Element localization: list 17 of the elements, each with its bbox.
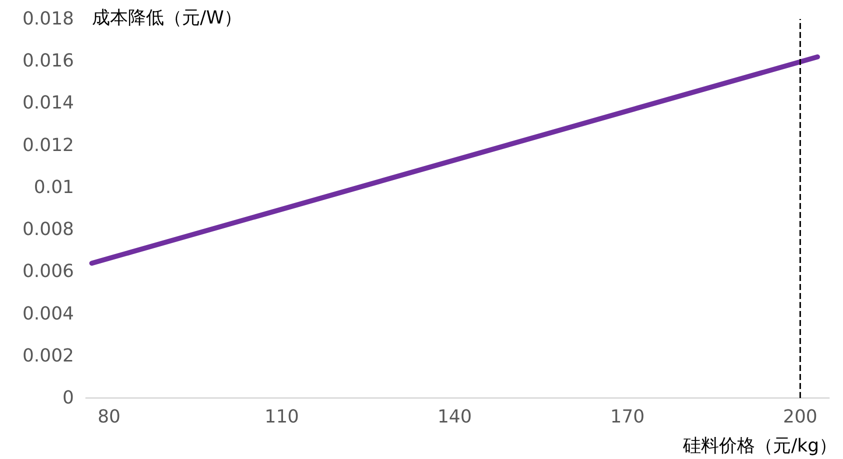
y-tick-label: 0.006	[22, 261, 74, 282]
x-tick-label: 200	[783, 406, 818, 428]
y-tick-label: 0.002	[22, 345, 74, 366]
y-tick-label: 0.014	[22, 92, 74, 114]
y-tick-label: 0.012	[22, 134, 74, 156]
x-tick-label: 170	[610, 406, 645, 428]
x-tick-label: 80	[98, 406, 120, 428]
x-tick-label: 140	[437, 406, 472, 428]
y-axis-title: 成本降低（元/W）	[92, 8, 242, 28]
y-tick-label: 0.016	[22, 50, 74, 72]
x-tick-label: 110	[264, 406, 300, 428]
y-tick-label: 0.018	[22, 8, 74, 30]
y-tick-label: 0	[62, 388, 74, 408]
x-axis-title: 硅料价格（元/kg）	[682, 436, 838, 456]
y-tick-label: 0.01	[34, 176, 74, 198]
y-tick-label: 0.004	[22, 303, 74, 324]
y-tick-label: 0.008	[22, 219, 74, 240]
